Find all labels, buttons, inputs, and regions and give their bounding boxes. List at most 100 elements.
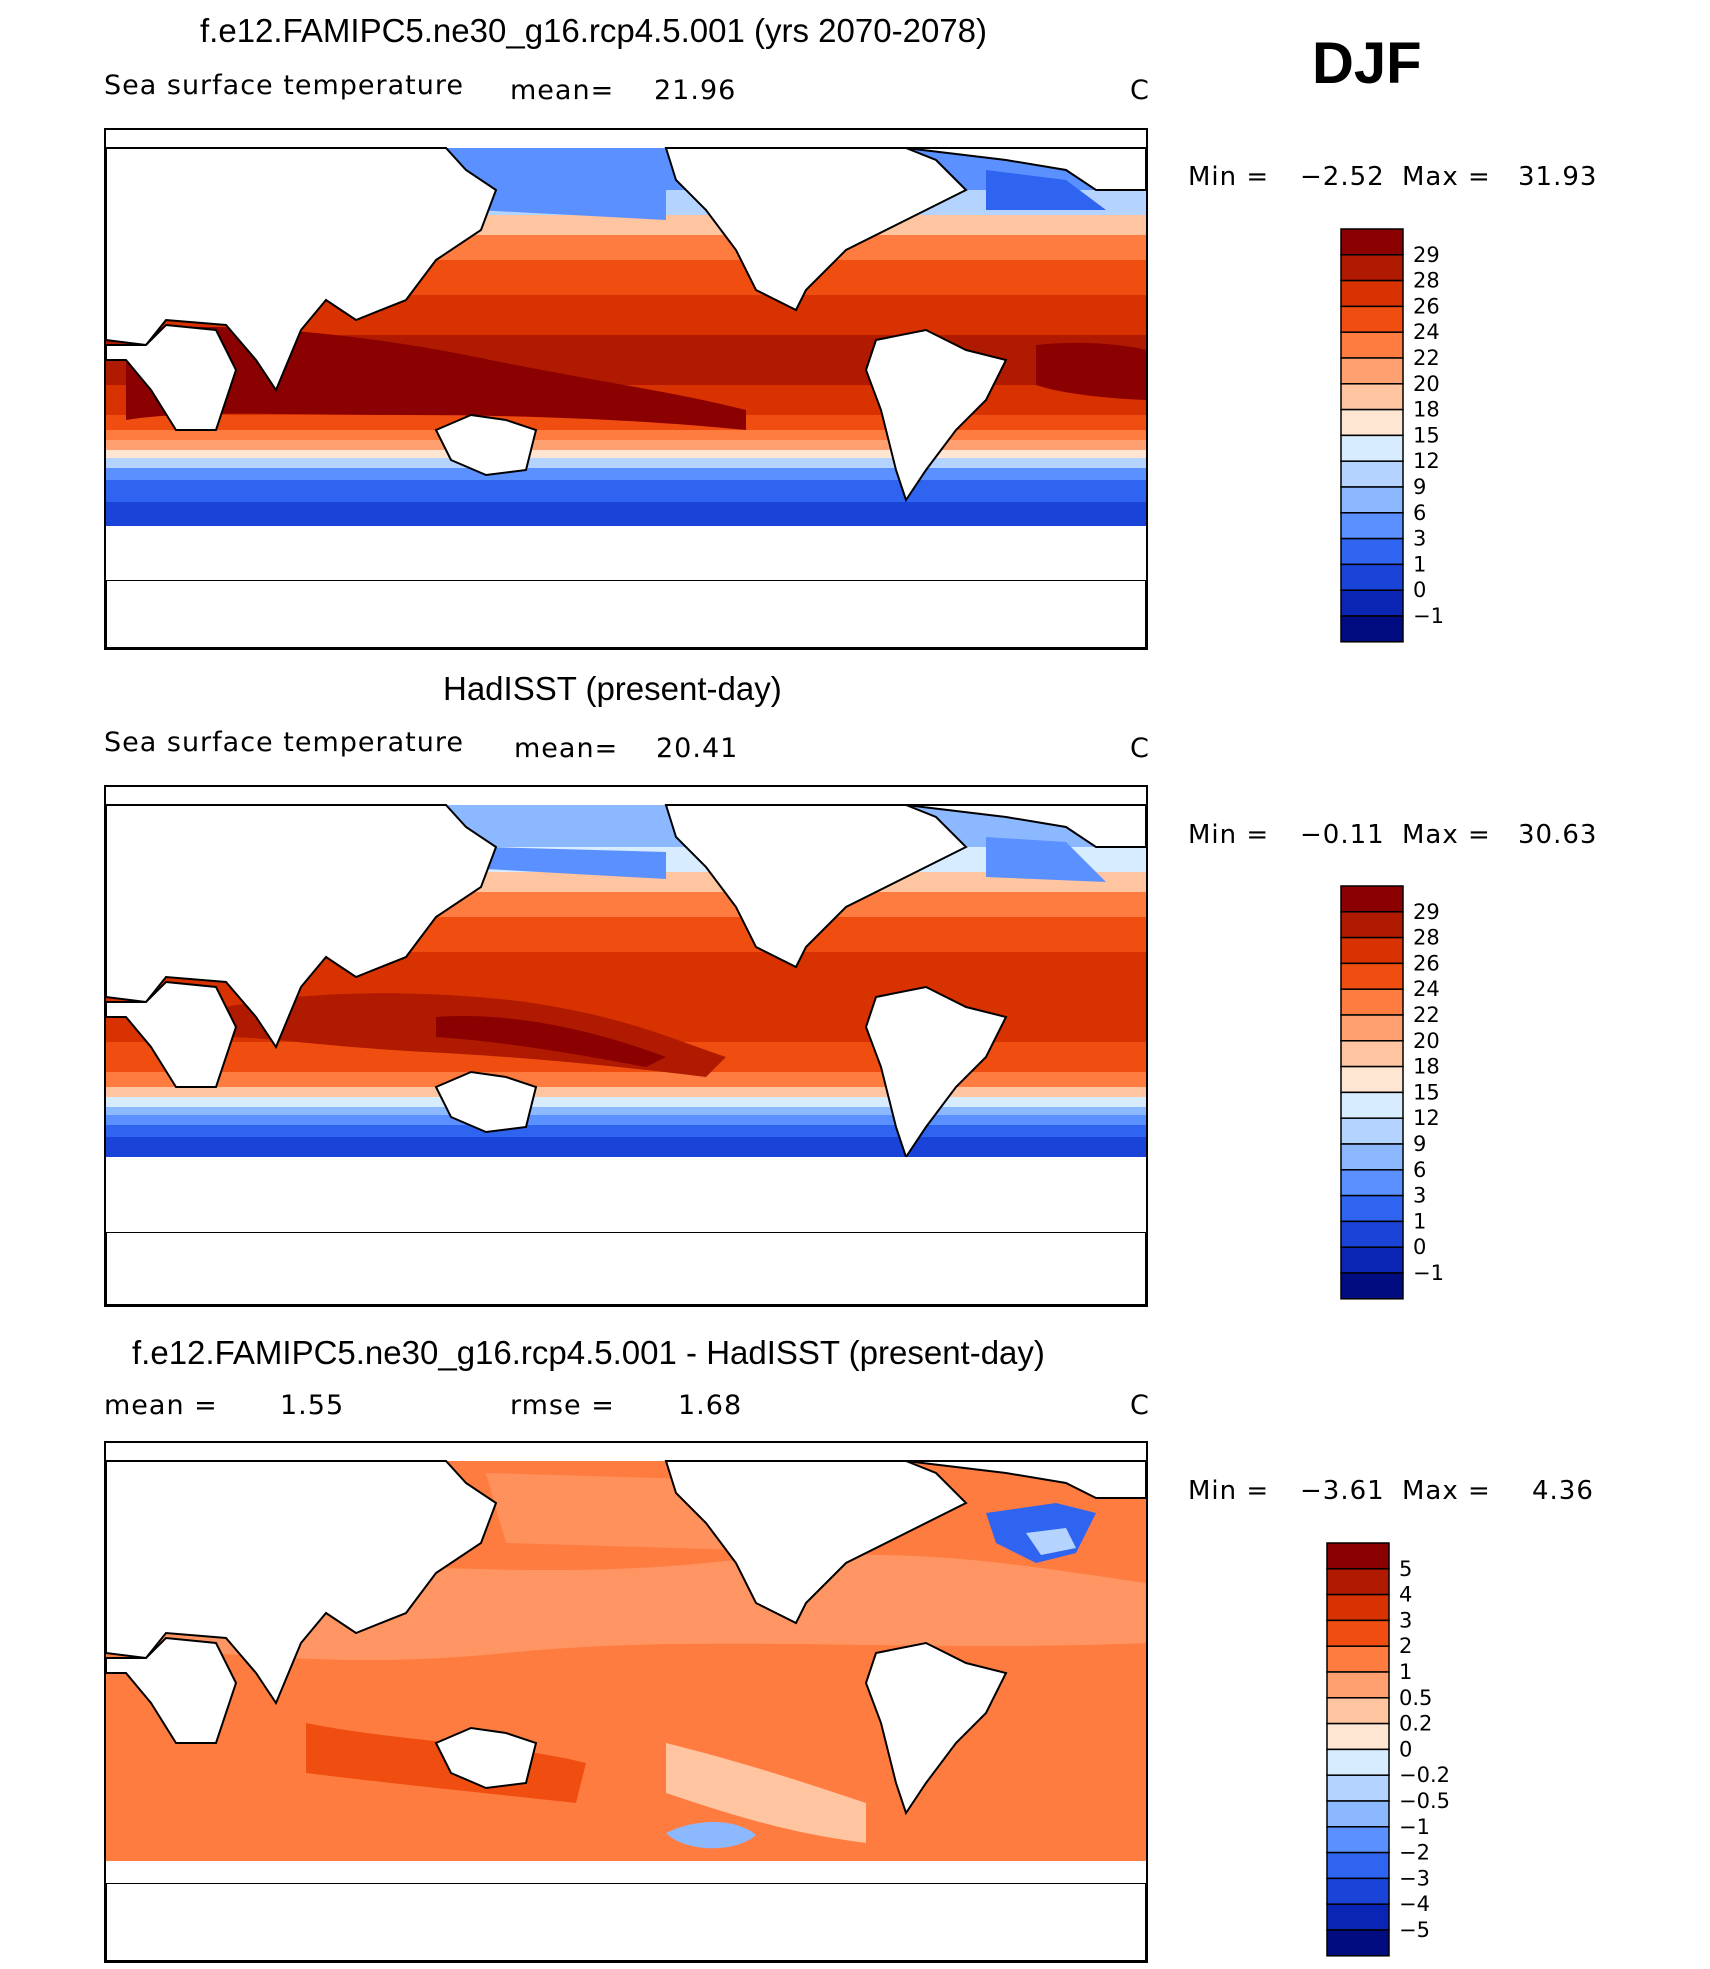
colorbar-tick-label: 3 <box>1413 1184 1426 1208</box>
colorbar-tick-label: 2 <box>1399 1634 1412 1658</box>
colorbar-tick-label: 6 <box>1413 501 1426 525</box>
panel-3-mean-value: 1.55 <box>280 1390 345 1421</box>
colorbar-tick-label: 29 <box>1413 900 1440 924</box>
colorbar-swatch <box>1340 589 1404 617</box>
colorbar-swatch <box>1340 279 1404 308</box>
panel-2-max-label: Max = <box>1402 820 1491 850</box>
panel-2-colorbar: 29 28 26 24 22 20 18 15 12 9 6 3 1 0 −1 <box>1340 885 1461 1300</box>
colorbar-tick-label: 28 <box>1413 269 1440 293</box>
panel-2-max-value: 30.63 <box>1518 820 1598 850</box>
panel-3-max-label: Max = <box>1402 1476 1491 1506</box>
panel-3-rmse-label: rmse = <box>510 1390 615 1421</box>
colorbar-tick-label: 6 <box>1413 1158 1426 1182</box>
colorbar-tick-label: −1 <box>1413 1261 1444 1285</box>
colorbar-swatch <box>1340 1246 1404 1274</box>
colorbar-swatch <box>1326 1748 1390 1776</box>
panel-3-rmse-value: 1.68 <box>678 1390 743 1421</box>
colorbar-swatch <box>1340 537 1404 566</box>
panel-3-colorbar: 5 4 3 2 1 0.5 0.2 0 −0.2 −0.5 −1 −2 −3 −4 −5 <box>1326 1542 1467 1957</box>
panel-2-variable-label: Sea surface temperature <box>104 727 464 758</box>
colorbar-swatch <box>1340 460 1404 488</box>
colorbar-tick-label: 18 <box>1413 1055 1440 1079</box>
panel-1-mean-value: 21.96 <box>654 75 737 106</box>
colorbar-tick-label: 15 <box>1413 1080 1440 1104</box>
colorbar-swatch <box>1340 1065 1404 1094</box>
colorbar-tick-label: 22 <box>1413 346 1440 370</box>
colorbar-tick-label: 24 <box>1413 977 1440 1001</box>
colorbar-tick-label: 26 <box>1413 294 1440 318</box>
panel-1-map <box>104 128 1148 650</box>
colorbar-swatch <box>1340 563 1404 591</box>
colorbar-tick-label: 28 <box>1413 926 1440 950</box>
panel-1-max-label: Max = <box>1402 162 1491 192</box>
colorbar-tick-label: 0.2 <box>1399 1712 1432 1736</box>
colorbar-swatch <box>1326 1800 1390 1828</box>
colorbar-swatch <box>1326 1877 1390 1905</box>
colorbar-tick-label: 5 <box>1399 1557 1412 1581</box>
colorbar-tick-label: 4 <box>1399 1583 1412 1607</box>
panel-2-sst-field <box>106 787 1146 1305</box>
colorbar-tick-label: 29 <box>1413 243 1440 267</box>
colorbar-tick-label: 18 <box>1413 398 1440 422</box>
colorbar-tick-label: 9 <box>1413 475 1426 499</box>
panel-1-min-label: Min = <box>1188 162 1270 192</box>
panel-3-difference-field <box>106 1443 1146 1961</box>
colorbar-tick-label: 3 <box>1413 527 1426 551</box>
panel-2-mean-value: 20.41 <box>656 733 739 764</box>
colorbar-swatch <box>1326 1568 1390 1596</box>
panel-1-sst-field <box>106 130 1146 648</box>
colorbar-swatch <box>1340 434 1404 462</box>
panel-3-units: C <box>1130 1390 1150 1421</box>
colorbar-tick-label: −1 <box>1413 604 1444 628</box>
season-label: DJF <box>1312 31 1422 96</box>
colorbar-swatch <box>1340 988 1404 1016</box>
panel-3-title: f.e12.FAMIPC5.ne30_g16.rcp4.5.001 - HadI… <box>132 1334 1045 1371</box>
colorbar-swatch <box>1340 885 1404 913</box>
colorbar-swatch <box>1340 1272 1404 1300</box>
colorbar-tick-label: 12 <box>1413 1106 1440 1130</box>
colorbar-swatch <box>1326 1697 1390 1725</box>
colorbar-swatch <box>1326 1826 1390 1854</box>
colorbar-tick-label: 1 <box>1413 1209 1426 1233</box>
colorbar-tick-label: 0.5 <box>1399 1686 1432 1710</box>
colorbar-swatch <box>1340 408 1404 437</box>
panel-2-map <box>104 785 1148 1307</box>
colorbar-swatch <box>1340 254 1404 282</box>
colorbar-swatch <box>1340 1220 1404 1248</box>
colorbar-swatch <box>1340 1194 1404 1223</box>
colorbar-swatch <box>1340 383 1404 411</box>
panel-1-colorbar: 29 28 26 24 22 20 18 15 12 9 6 3 1 0 −1 <box>1340 228 1461 643</box>
colorbar-swatch <box>1340 228 1404 256</box>
panel-2-min-label: Min = <box>1188 820 1270 850</box>
panel-3-mean-label: mean = <box>104 1390 218 1421</box>
colorbar-swatch <box>1326 1542 1390 1570</box>
panel-3-max-value: 4.36 <box>1532 1476 1594 1506</box>
colorbar-swatch <box>1326 1619 1390 1647</box>
colorbar-tick-label: 20 <box>1413 372 1440 396</box>
colorbar-tick-label: 12 <box>1413 449 1440 473</box>
colorbar-swatch <box>1340 1014 1404 1042</box>
colorbar-tick-label: 22 <box>1413 1003 1440 1027</box>
colorbar-swatch <box>1326 1671 1390 1699</box>
colorbar-swatch <box>1326 1722 1390 1751</box>
panel-1-max-value: 31.93 <box>1518 162 1598 192</box>
colorbar-tick-label: −2 <box>1399 1841 1430 1865</box>
colorbar-tick-label: 15 <box>1413 423 1440 447</box>
colorbar-tick-label: 1 <box>1413 552 1426 576</box>
colorbar-swatch <box>1340 1040 1404 1068</box>
panel-1-title: f.e12.FAMIPC5.ne30_g16.rcp4.5.001 (yrs 2… <box>200 12 987 49</box>
colorbar-swatch <box>1340 357 1404 385</box>
colorbar-swatch <box>1326 1774 1390 1802</box>
colorbar-tick-label: 3 <box>1399 1608 1412 1632</box>
colorbar-swatch <box>1326 1929 1390 1957</box>
panel-3-min-value: −3.61 <box>1300 1476 1385 1506</box>
colorbar-swatch <box>1340 512 1404 540</box>
colorbar-tick-label: −4 <box>1399 1892 1430 1916</box>
colorbar-tick-label: 0 <box>1413 578 1426 602</box>
colorbar-swatch <box>1340 615 1404 643</box>
colorbar-swatch <box>1340 486 1404 514</box>
colorbar-tick-label: 0 <box>1399 1737 1412 1761</box>
colorbar-swatch <box>1340 911 1404 939</box>
